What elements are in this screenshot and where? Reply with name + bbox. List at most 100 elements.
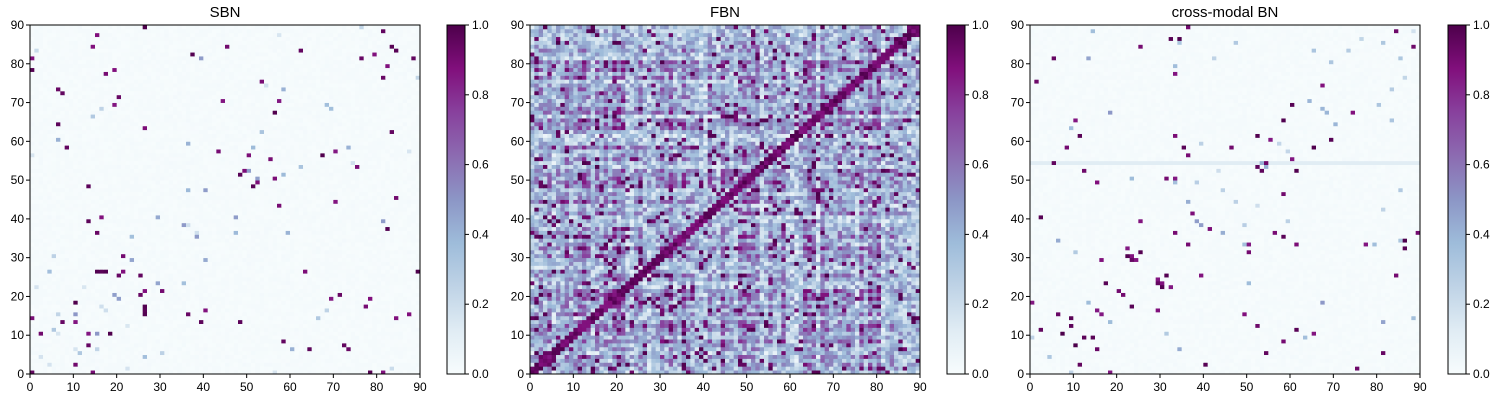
heatmap-cell (238, 234, 243, 239)
heatmap-cell (272, 288, 278, 293)
heatmap-cell (99, 187, 105, 193)
heatmap-cell (259, 296, 265, 301)
heatmap-cell (34, 327, 40, 332)
heatmap-cell (220, 269, 226, 274)
heatmap-cell (363, 296, 369, 301)
heatmap-cell (51, 342, 57, 348)
heatmap-cell (73, 327, 79, 332)
heatmap-cell (324, 284, 330, 290)
heatmap-cell (190, 273, 196, 278)
heatmap-cell (129, 261, 135, 266)
heatmap-cell (43, 222, 48, 228)
heatmap-cell (311, 211, 317, 216)
heatmap-cell (69, 176, 74, 181)
heatmap-cell (298, 257, 304, 262)
heatmap-cell (246, 319, 252, 324)
heatmap-cell (216, 350, 222, 356)
heatmap-cell (186, 195, 191, 200)
heatmap-cell (255, 269, 261, 274)
heatmap-cell (138, 211, 144, 216)
heatmap-cell (398, 346, 404, 352)
heatmap-cell (368, 311, 373, 317)
heatmap-cell (255, 195, 261, 200)
heatmap-cell (194, 242, 200, 247)
heatmap-cell (207, 203, 213, 208)
heatmap-cell (233, 284, 239, 290)
heatmap-cell (307, 366, 313, 371)
heatmap-cell (294, 335, 300, 340)
heatmap-cell (307, 308, 313, 313)
heatmap-cell (73, 164, 79, 169)
heatmap-cell (324, 311, 330, 317)
heatmap-cell (372, 346, 378, 352)
heatmap-cell (407, 269, 412, 274)
heatmap-cell (203, 350, 209, 356)
heatmap-cell (95, 269, 100, 274)
heatmap-cell (34, 280, 40, 286)
heatmap-cell (181, 296, 187, 301)
heatmap-cell (316, 304, 321, 309)
heatmap-cell (173, 215, 178, 220)
heatmap-cell (86, 370, 92, 375)
heatmap-cell (251, 238, 256, 243)
heatmap-cell (220, 168, 226, 173)
heatmap-cell (95, 249, 100, 255)
heatmap-cell (164, 222, 170, 228)
heatmap-cell (225, 277, 230, 282)
heatmap-cell (225, 342, 230, 348)
heatmap-cell (34, 362, 40, 367)
heatmap-cell (320, 234, 326, 239)
heatmap-cell (190, 253, 196, 259)
heatmap-cell (121, 335, 126, 340)
heatmap-cell (99, 296, 105, 301)
heatmap-cell (99, 323, 105, 328)
heatmap-cell (346, 164, 352, 169)
heatmap-cell (264, 335, 269, 340)
heatmap-cell (199, 234, 204, 239)
heatmap-cell (251, 253, 256, 259)
heatmap-cell (151, 246, 157, 251)
heatmap-cell (34, 180, 40, 185)
heatmap-cell (125, 195, 131, 200)
heatmap-cell (129, 215, 135, 220)
heatmap-cell (147, 296, 152, 301)
heatmap-cell (207, 242, 213, 247)
heatmap-cell (147, 284, 152, 290)
heatmap-cell (350, 230, 356, 235)
heatmap-cell (329, 257, 334, 262)
heatmap-cell (82, 370, 87, 375)
heatmap-cell (255, 215, 261, 220)
heatmap-cell (342, 199, 347, 204)
heatmap-cell (320, 304, 326, 309)
heatmap-cell (307, 218, 313, 224)
heatmap-cell (355, 296, 360, 301)
heatmap-cell (324, 207, 330, 212)
heatmap-cell (30, 253, 35, 259)
heatmap-cell (34, 308, 40, 313)
heatmap-cell (56, 331, 61, 336)
heatmap-cell (134, 249, 139, 255)
heatmap-cell (225, 195, 230, 200)
heatmap-cell (264, 218, 269, 224)
heatmap-cell (47, 203, 53, 208)
heatmap-cell (181, 211, 187, 216)
heatmap-cell (125, 284, 131, 290)
heatmap-cell (363, 370, 369, 375)
heatmap-cell (173, 331, 178, 336)
heatmap-cell (60, 358, 66, 363)
heatmap-cell (60, 253, 66, 259)
heatmap-cell (38, 277, 44, 282)
heatmap-cell (95, 284, 100, 290)
heatmap-cell (251, 187, 256, 193)
heatmap-cell (355, 180, 360, 185)
heatmap-cell (411, 273, 417, 278)
heatmap-cell (324, 176, 330, 181)
heatmap-cell (207, 331, 213, 336)
heatmap-cell (86, 222, 92, 228)
heatmap-cell (190, 230, 196, 235)
heatmap-cell (346, 350, 352, 356)
heatmap-cell (194, 234, 200, 239)
heatmap-cell (372, 257, 378, 262)
heatmap-cell (86, 203, 92, 208)
heatmap-cell (255, 257, 261, 262)
